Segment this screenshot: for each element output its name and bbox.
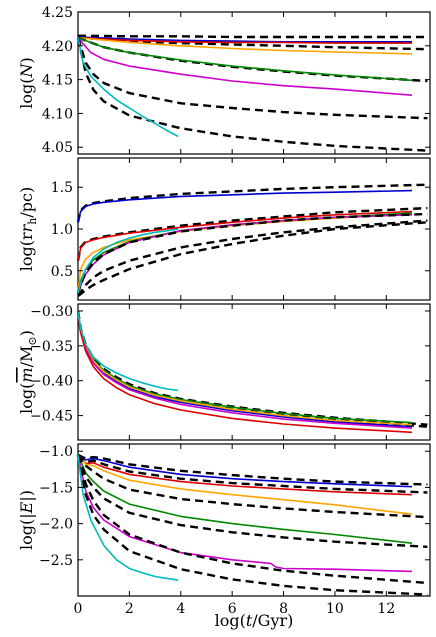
panel-1-ytick-label-3: 4.15 [42,73,73,89]
panel-4-ytick-label-3: −2.0 [39,517,73,533]
panel-4-ytick-label-4: −2.5 [39,553,73,569]
panel-3-series-4-line [77,310,413,424]
panel-2-frame [77,157,431,301]
panel-log-n: 4.05 4.10 4.15 4.20 4.25 log(N) [17,5,431,156]
panel-1-series-5-line [77,36,413,55]
x-tick-label-1: 0 [74,601,83,617]
x-tick-label-5: 8 [279,601,288,617]
panel-4-series-1-dashed-line [77,453,428,486]
panel-1-ytick-label-4: 4.20 [42,39,73,55]
panel-3-frame [77,303,431,441]
panel-1-series-11-line [77,37,179,138]
panel-3-ytick-label-1: −0.30 [30,304,73,320]
y-axis-label-log-energy: log(|E|) [17,490,36,550]
panel-1-series-7-line [77,36,413,82]
x-tick-label-4: 6 [228,601,237,617]
y-axis-label-log-rh: log(rrh/pc) [17,187,39,271]
panel-1-series-group [76,34,428,152]
panel-3-series-1-dashed-line [76,310,428,426]
panel-1-series-4-line [77,36,412,44]
panel-1-frame [77,11,431,155]
panel-4-ticks: −1.0 −1.5 −2.0 −2.5 0 2 4 6 8 10 12 [39,444,430,617]
panel-4-ytick-label-1: −1.0 [39,444,73,460]
panel-4-series-8-dashed-line [76,454,428,548]
panel-2-ytick-label-2: 1.0 [51,222,73,238]
panel-4-series-group [76,453,428,596]
panel-4-ytick-label-2: −1.5 [39,480,73,496]
panel-1-series-10-dashed-line [76,37,428,152]
panel-4-series-4-line [77,454,413,496]
panel-3-ticks: −0.30 −0.35 −0.40 −0.45 [30,304,430,440]
panel-4-series-12-line [77,454,179,581]
panel-2-series-2-line [77,189,413,223]
x-tick-label-3: 4 [176,601,185,617]
panel-3-ytick-label-3: −0.40 [30,374,73,390]
panel-4-frame [77,443,431,597]
x-tick-label-7: 12 [377,601,395,617]
panel-1-series-8-line [77,37,413,96]
panel-2-series-7-line [77,214,413,295]
panel-1-ytick-label-2: 4.10 [42,106,73,122]
panel-2-ytick-label-1: 0.5 [51,264,73,280]
panel-4-series-6-dashed-line [77,454,428,519]
panel-3-series-8-line [77,310,179,392]
panel-4-series-7-line [77,454,413,544]
panel-1-ticks: 4.05 4.10 4.15 4.20 4.25 [42,5,430,156]
panel-1-ytick-label-5: 4.25 [42,5,73,21]
y-axis-label-log-n: log(N) [17,57,36,108]
panel-4-series-9-line [77,454,413,573]
panel-1-series-1-dashed-line [77,34,428,39]
panel-1-series-3-line [77,36,412,43]
panel-2-series-8-dashed-line [76,212,428,295]
panel-2-ticks: 0.5 1.0 1.5 [51,158,430,300]
panel-2-ytick-label-3: 1.5 [51,180,73,196]
panel-log-mean-mass: −0.30 −0.35 −0.40 −0.45 log(m/M⊙) [17,303,431,441]
panel-2-series-11-dashed-line [77,221,428,297]
panel-4-series-3-dashed-line [77,454,428,494]
panel-3-ytick-label-2: −0.35 [30,339,73,355]
panel-2-series-10-dashed-line [77,219,428,297]
panel-3-ytick-label-4: −0.45 [30,409,73,425]
panel-4-series-2-line [77,454,413,488]
panel-1-ytick-label-1: 4.05 [42,140,73,156]
y-axis-label-log-mean-mass: log(m/M⊙) [17,330,39,414]
x-tick-label-6: 10 [326,601,344,617]
panel-4-series-5-line [77,454,413,515]
panel-4-series-10-dashed-line [76,454,428,585]
panel-2-series-4-line [77,210,413,261]
x-tick-label-2: 2 [125,601,134,617]
panel-3-series-group [76,310,428,434]
panel-2-series-9-line [77,228,179,295]
panel-2-series-group [76,183,428,297]
panel-log-rh: 0.5 1.0 1.5 log(rrh/pc) [17,157,431,301]
panel-1-series-9-dashed-line [76,37,428,120]
panel-log-energy: −1.0 −1.5 −2.0 −2.5 0 2 4 6 8 10 12 log(|E|) log(t… [17,443,431,630]
panel-3-series-7-line [77,310,413,434]
x-axis-label: log(t/Gyr) [215,611,294,630]
